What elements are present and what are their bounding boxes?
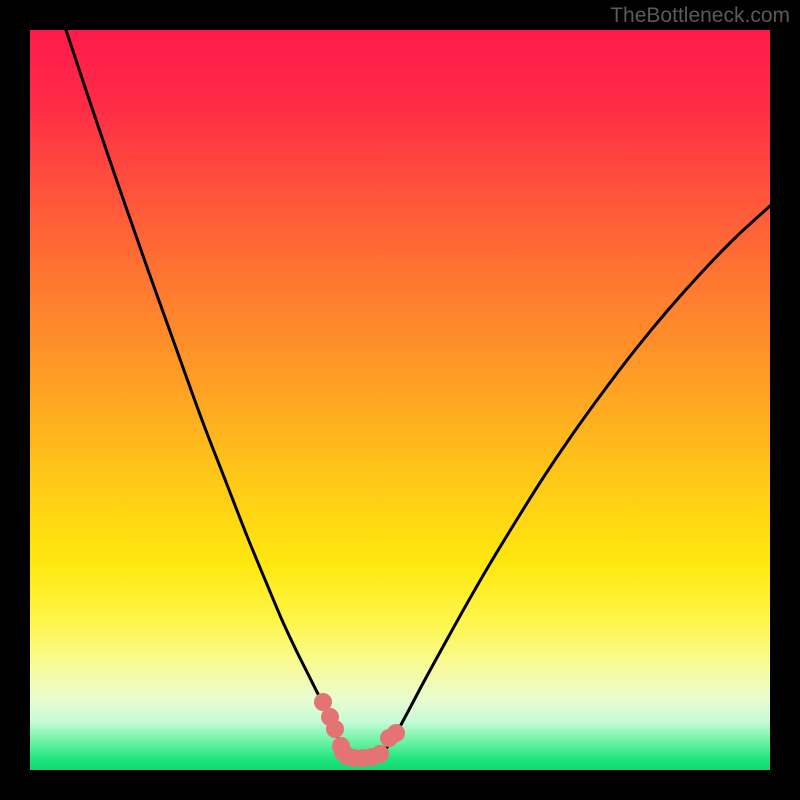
chart-svg [30,30,770,770]
watermark-text: TheBottleneck.com [610,4,790,28]
data-marker [326,720,344,738]
plot-area [30,30,770,770]
data-marker [371,745,389,763]
data-marker [387,724,405,742]
plot-background [30,30,770,770]
